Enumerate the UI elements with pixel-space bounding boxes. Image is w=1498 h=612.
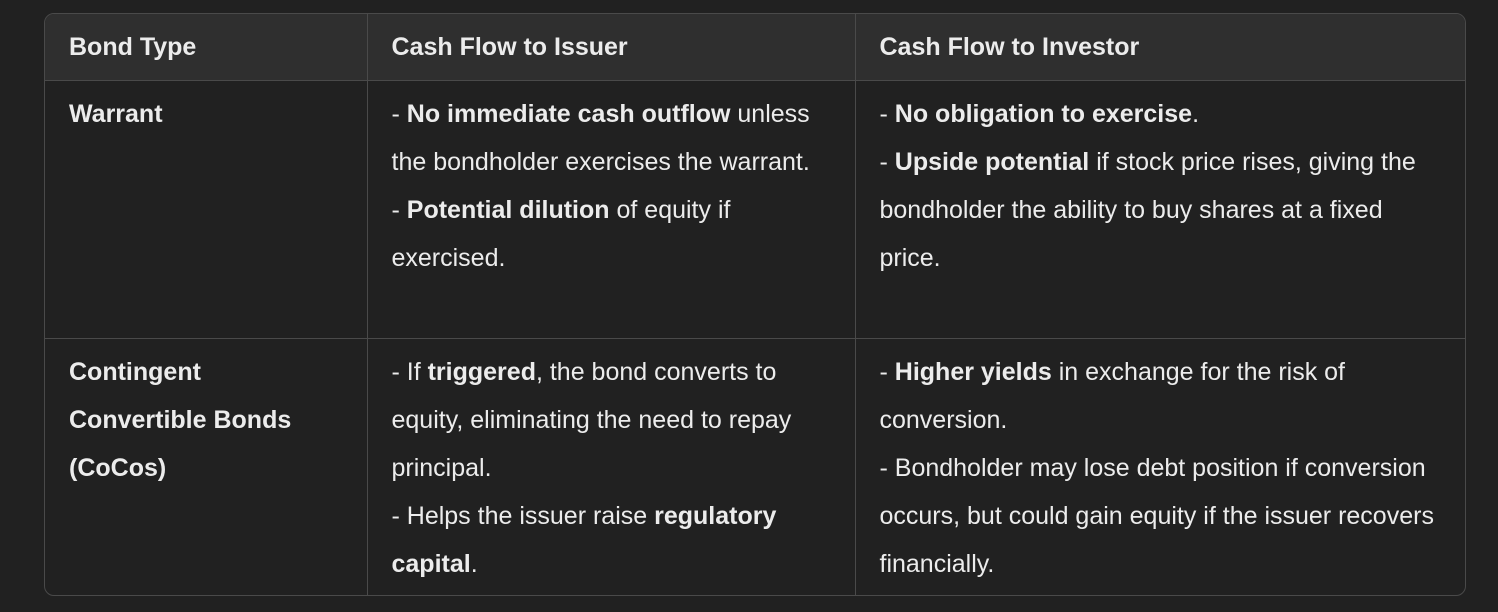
bold-text: triggered (427, 358, 536, 386)
investor-point: - Bondholder may lose debt position if c… (880, 444, 1442, 588)
issuer-point: - Potential dilution of equity if exerci… (392, 186, 831, 282)
bond-comparison-table: Bond Type Cash Flow to Issuer Cash Flow … (44, 13, 1466, 596)
text: - (879, 148, 895, 176)
table-row: Contingent Convertible Bonds (CoCos) - I… (45, 338, 1465, 596)
issuer-cell: - If triggered, the bond converts to equ… (367, 338, 856, 595)
header-cash-flow-investor: Cash Flow to Investor (855, 14, 1465, 81)
text: - (879, 100, 895, 128)
table-body: Warrant - No immediate cash outflow unle… (45, 80, 1465, 596)
bold-text: regulatory capital (391, 502, 777, 578)
text: , the bond converts to equity, eliminati… (391, 358, 792, 482)
table-header: Bond Type Cash Flow to Issuer Cash Flow … (45, 14, 1465, 81)
investor-cell: - No obligation to exercise. - Upside po… (855, 80, 1465, 339)
text: . (470, 550, 478, 578)
text: of equity if exercised. (391, 196, 731, 272)
bold-text: Potential dilution (406, 196, 610, 224)
header-row: Bond Type Cash Flow to Issuer Cash Flow … (45, 14, 1465, 81)
investor-cell: - Higher yields in exchange for the risk… (855, 339, 1465, 596)
table: Bond Type Cash Flow to Issuer Cash Flow … (45, 14, 1465, 596)
text: - (391, 196, 407, 224)
bold-text: Higher yields (894, 358, 1052, 386)
table-row: Warrant - No immediate cash outflow unle… (45, 80, 1465, 339)
bold-text: No immediate cash outflow (406, 100, 731, 128)
text: unless the bondholder exercises the warr… (391, 100, 810, 176)
text: if stock price rises, giving the bondhol… (879, 148, 1416, 272)
text: - Helps the issuer raise (391, 502, 655, 530)
bold-text: Upside potential (894, 148, 1090, 176)
bond-type-cell: Contingent Convertible Bonds (CoCos) (45, 338, 368, 595)
investor-point: - No obligation to exercise. (880, 90, 1442, 138)
bold-text: No obligation to exercise (894, 100, 1193, 128)
text: . (1192, 100, 1200, 128)
issuer-point: - No immediate cash outflow unless the b… (392, 90, 831, 186)
header-cash-flow-issuer: Cash Flow to Issuer (367, 14, 856, 81)
header-bond-type: Bond Type (45, 14, 368, 81)
text: - (391, 100, 407, 128)
text: in exchange for the risk of conversion. (879, 358, 1346, 434)
text: - If (391, 358, 428, 386)
investor-point: - Upside potential if stock price rises,… (880, 138, 1442, 282)
bond-type-cell: Warrant (45, 80, 368, 339)
text: - Bondholder may lose debt position if c… (879, 454, 1434, 578)
text: - (879, 358, 895, 386)
investor-point: - Higher yields in exchange for the risk… (880, 348, 1442, 444)
issuer-point: - If triggered, the bond converts to equ… (392, 348, 831, 492)
issuer-cell: - No immediate cash outflow unless the b… (367, 80, 856, 339)
issuer-point: - Helps the issuer raise regulatory capi… (392, 492, 831, 588)
